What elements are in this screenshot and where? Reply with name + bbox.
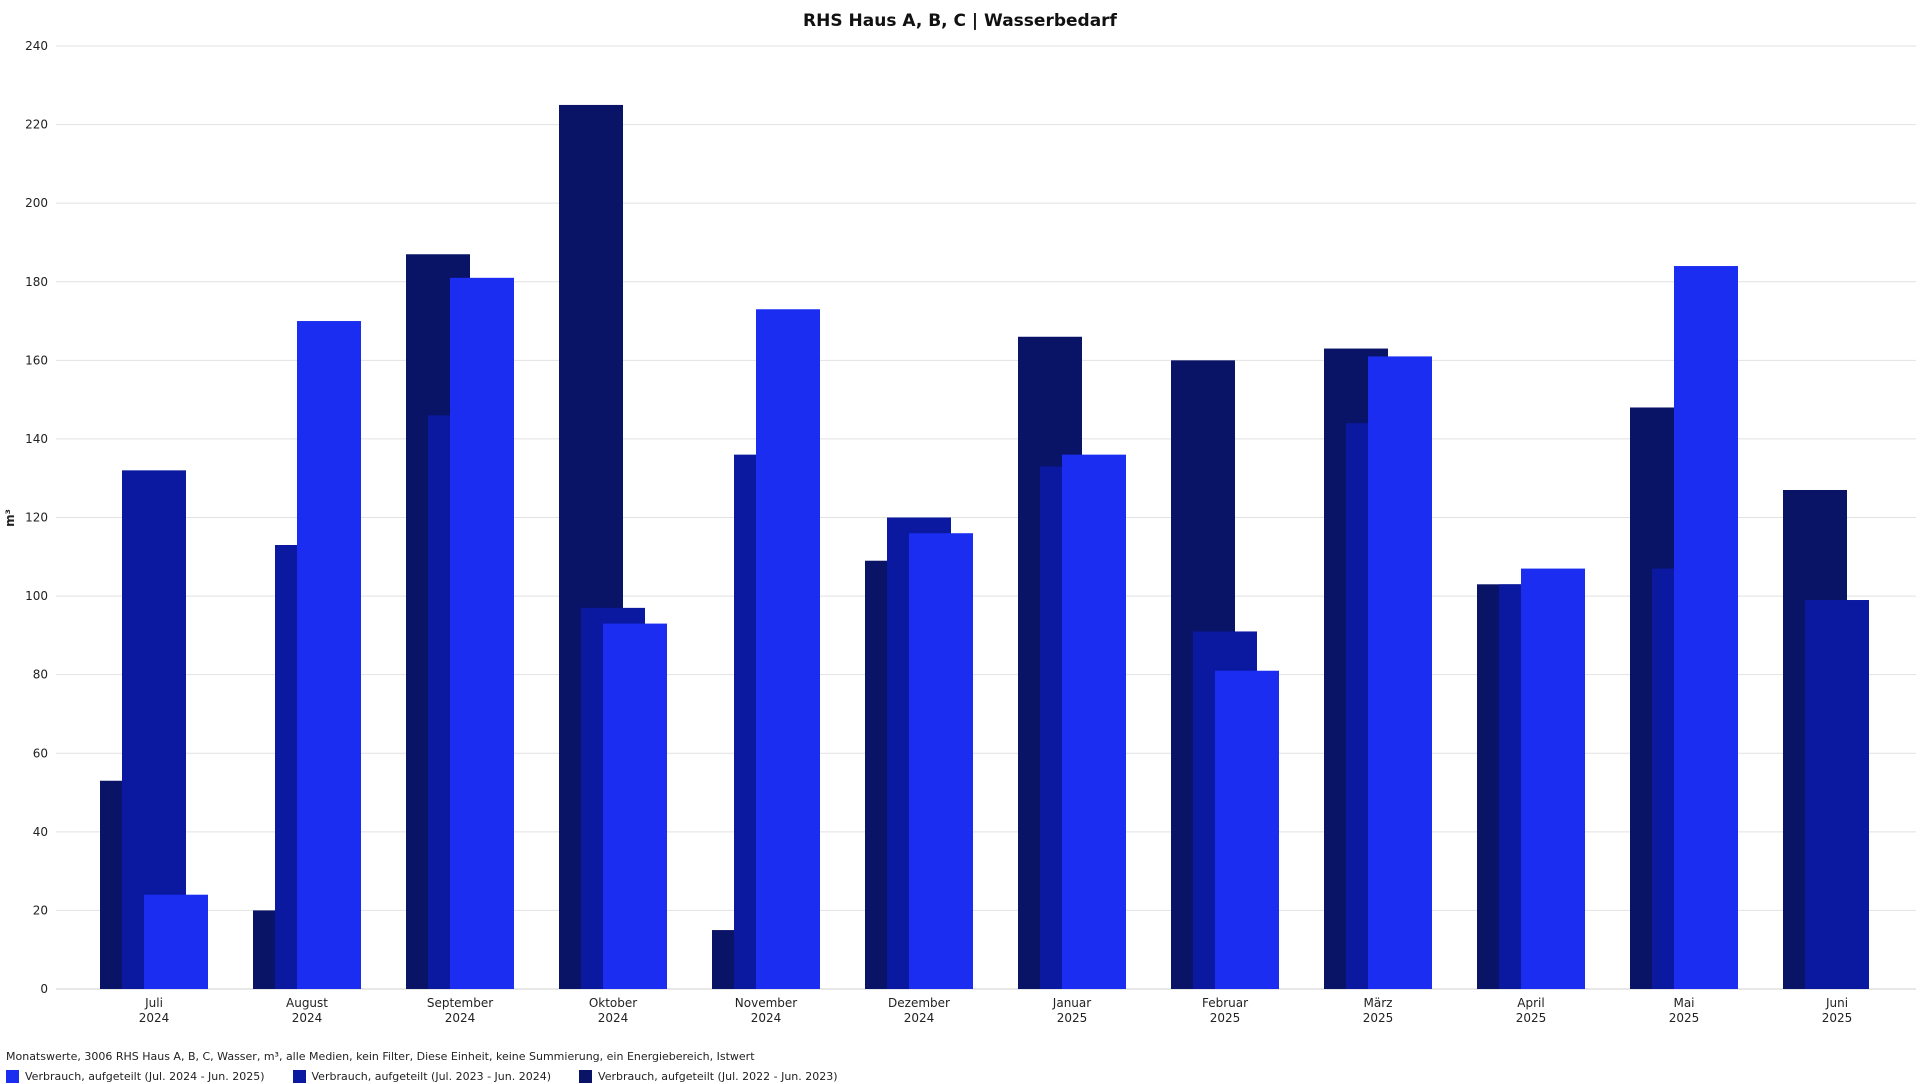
x-tick-month: November <box>735 996 797 1010</box>
legend-item-2022-2023[interactable]: Verbrauch, aufgeteilt (Jul. 2022 - Jun. … <box>579 1069 838 1083</box>
bar-2024-2025[interactable] <box>450 277 514 990</box>
y-tick-label: 60 <box>33 746 48 760</box>
x-tick-month: August <box>286 996 328 1010</box>
y-tick-label: 220 <box>25 118 48 132</box>
x-tick-year: 2025 <box>1363 1011 1394 1025</box>
x-tick-year: 2025 <box>1822 1011 1853 1025</box>
legend-label: Verbrauch, aufgeteilt (Jul. 2023 - Jun. … <box>311 1069 552 1083</box>
x-tick-year: 2024 <box>598 1011 629 1025</box>
bars <box>100 104 1869 990</box>
legend-label: Verbrauch, aufgeteilt (Jul. 2024 - Jun. … <box>25 1069 265 1083</box>
bar-2024-2025[interactable] <box>1215 670 1279 989</box>
bar-2024-2025[interactable] <box>909 533 973 989</box>
bar-chart: RHS Haus A, B, C | Wasserbedarf m³ 0 20 40… <box>3 11 1916 1025</box>
y-tick-label: 180 <box>25 275 48 289</box>
x-tick-year: 2024 <box>292 1011 323 1025</box>
y-tick-label: 100 <box>25 589 48 603</box>
x-tick-month: Januar <box>1052 996 1091 1010</box>
legend-swatch <box>579 1069 593 1083</box>
chart-legend: Verbrauch, aufgeteilt (Jul. 2024 - Jun. … <box>6 1068 866 1084</box>
x-tick-month: Mai <box>1673 996 1694 1010</box>
legend-item-2024-2025[interactable]: Verbrauch, aufgeteilt (Jul. 2024 - Jun. … <box>6 1069 265 1083</box>
legend-swatch <box>292 1069 306 1083</box>
y-tick-label: 120 <box>25 511 48 525</box>
x-tick-year: 2025 <box>1057 1011 1088 1025</box>
x-tick-year: 2025 <box>1669 1011 1700 1025</box>
y-tick-label: 160 <box>25 353 48 367</box>
chart-title: RHS Haus A, B, C | Wasserbedarf <box>803 11 1118 31</box>
x-tick-month: Dezember <box>888 996 950 1010</box>
bar-2024-2025[interactable] <box>1521 568 1585 989</box>
legend-label: Verbrauch, aufgeteilt (Jul. 2022 - Jun. … <box>598 1069 838 1083</box>
bar-2023-2024[interactable] <box>1805 600 1869 989</box>
x-tick-month: April <box>1517 996 1544 1010</box>
bar-2024-2025[interactable] <box>1674 266 1738 989</box>
bar-2024-2025[interactable] <box>297 321 361 990</box>
x-tick-month: März <box>1364 996 1393 1010</box>
x-tick-year: 2024 <box>751 1011 782 1025</box>
x-tick-month: Juni <box>1825 996 1848 1010</box>
y-tick-label: 40 <box>33 825 48 839</box>
x-tick-year: 2025 <box>1210 1011 1241 1025</box>
y-tick-label: 240 <box>25 39 48 53</box>
y-tick-label: 0 <box>40 982 48 996</box>
x-tick-year: 2024 <box>904 1011 935 1025</box>
y-tick-label: 140 <box>25 432 48 446</box>
x-tick-month: Juli <box>144 996 163 1010</box>
bar-2024-2025[interactable] <box>1062 454 1126 990</box>
bar-2024-2025[interactable] <box>144 894 208 989</box>
legend-item-2023-2024[interactable]: Verbrauch, aufgeteilt (Jul. 2023 - Jun. … <box>292 1069 552 1083</box>
bar-2024-2025[interactable] <box>756 309 820 990</box>
bar-2024-2025[interactable] <box>603 623 667 989</box>
chart-info-text: Monatswerte, 3006 RHS Haus A, B, C, Wass… <box>6 1050 755 1063</box>
x-tick-month: Februar <box>1202 996 1248 1010</box>
grid-lines <box>56 45 1916 990</box>
y-tick-label: 80 <box>33 668 48 682</box>
y-tick-label: 20 <box>33 903 48 917</box>
legend-swatch <box>6 1069 19 1083</box>
bar-2024-2025[interactable] <box>1368 356 1432 989</box>
x-axis-ticks: Juli2024August2024September2024Oktober20… <box>139 996 1853 1025</box>
x-tick-year: 2024 <box>139 1011 170 1025</box>
y-axis-ticks: 0 20 40 60 80 100 120 140 160 180 200 220 240 <box>25 39 48 996</box>
x-tick-year: 2024 <box>445 1011 476 1025</box>
y-axis-label: m³ <box>3 509 17 527</box>
x-tick-month: Oktober <box>589 996 637 1010</box>
x-tick-year: 2025 <box>1516 1011 1547 1025</box>
x-tick-month: September <box>427 996 493 1010</box>
y-tick-label: 200 <box>25 196 48 210</box>
